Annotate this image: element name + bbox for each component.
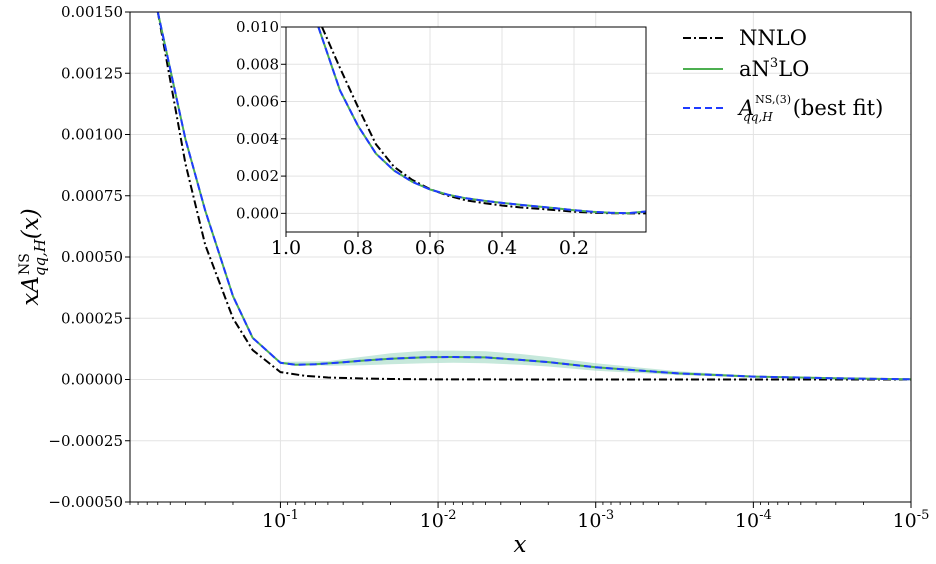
main-series-a-qq-h-ns-3-best-fit: [156, 12, 911, 381]
main-x-tick-label: 10-1: [262, 508, 299, 532]
y-axis-label-suffix: (x): [18, 208, 44, 239]
inset-y-tick-label: 0.006: [236, 93, 279, 111]
main-y-tick-label: −0.00025: [48, 432, 123, 450]
inset-series-a-qq-h-ns-3-best-fit: [317, 27, 646, 215]
main-y-tick-label: −0.00050: [48, 493, 123, 511]
main-y-tick-label: 0.00100: [61, 126, 123, 144]
inset-frame: [285, 26, 647, 233]
legend-label-an3lo: aN3LO: [739, 56, 809, 81]
inset-y-tick-label: 0.004: [236, 130, 279, 148]
main-x-tick-label: 10-2: [420, 508, 457, 532]
main-y-tick-label: 0.00050: [61, 248, 123, 266]
main-y-tick-label: 0.00000: [61, 371, 123, 389]
inset-y-tick-label: 0.008: [236, 55, 279, 73]
main-y-tick-label: 0.00025: [61, 309, 123, 327]
legend: NNLO aN3LO ANS,(3) qq,H (best fit): [683, 26, 883, 124]
x-axis-label: x: [514, 532, 527, 558]
y-axis-label-prefix: xA: [18, 276, 44, 306]
inset-x-tick-label: 1.0: [271, 237, 301, 259]
main-x-tick-label: 10-5: [893, 508, 930, 532]
inset-x-tick-labels: 1.0 0.8 0.6 0.4 0.2: [271, 237, 589, 259]
inset-x-tick-label: 0.6: [415, 237, 445, 259]
inset-y-tick-labels: 0.000 0.002 0.004 0.006 0.008 0.010: [236, 18, 279, 222]
main-ticks: [125, 11, 912, 508]
y-axis-label-sup: NS: [17, 253, 33, 275]
inset-x-tick-label: 0.4: [487, 237, 517, 259]
inset-series: [317, 27, 646, 215]
y-axis-label-sub: qq,H: [31, 238, 49, 276]
y-axis-label: xAqq,HNS (x): [17, 208, 49, 305]
main-series-nnlo: [156, 12, 911, 381]
main-x-tick-labels: 10-1 10-2 10-3 10-4 10-5: [262, 508, 929, 532]
svg-text:xAqq,HNS(x): xAqq,HNS (x): [17, 208, 49, 305]
inset-chart: 0.000 0.002 0.004 0.006 0.008 0.010 1.0 0.8 0.6…: [236, 18, 647, 259]
main-y-tick-label: 0.00125: [61, 64, 123, 82]
inset-y-tick-label: 0.000: [236, 204, 279, 222]
main-y-tick-labels: −0.00050 −0.00025 0.00000 0.00025 0.00050 0.0…: [48, 3, 123, 511]
inset-y-tick-label: 0.010: [236, 18, 279, 36]
inset-x-tick-label: 0.2: [559, 237, 589, 259]
main-x-tick-label: 10-4: [735, 508, 772, 532]
legend-label-best-fit: ANS,(3) qq,H (best fit): [737, 93, 883, 124]
main-y-tick-label: 0.00075: [61, 187, 123, 205]
main-y-tick-label: 0.00150: [61, 3, 123, 21]
inset-background: [286, 27, 646, 232]
main-series: [156, 12, 911, 381]
main-x-tick-label: 10-3: [577, 508, 614, 532]
inset-x-tick-label: 0.8: [343, 237, 373, 259]
inset-ticks: [281, 26, 575, 237]
inset-y-tick-label: 0.002: [236, 167, 279, 185]
legend-label-nnlo: NNLO: [739, 26, 807, 50]
